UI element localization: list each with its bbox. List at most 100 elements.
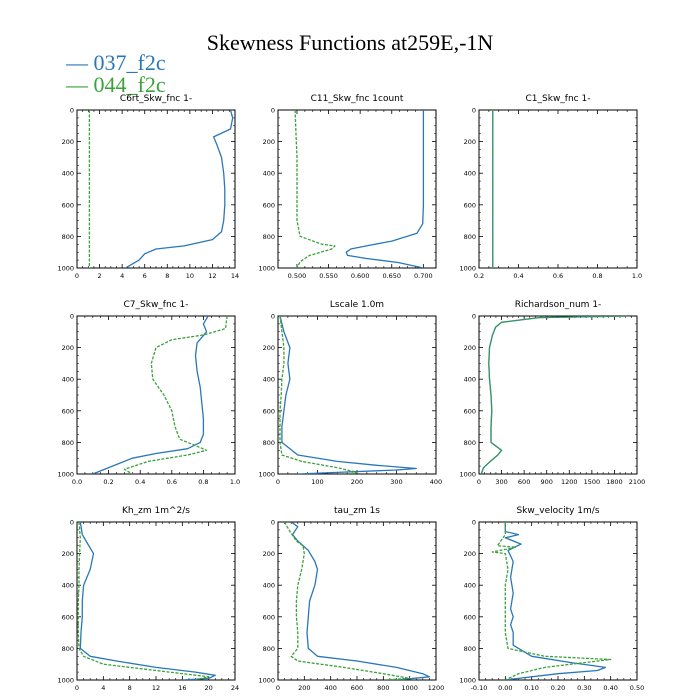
plot-frame [76,109,236,269]
y-tick-label: 200 [263,138,275,146]
subplot-4: C7_Skw_fnc 1- 0.0 0.2 0.4 0.6 0.8 1.0 0 200 400 60… [57,300,240,486]
y-tick-label: 600 [263,613,275,621]
y-tick-label: 800 [464,233,476,241]
x-tick-label: 200 [298,684,310,692]
x-tick-label: 1200 [428,684,445,692]
x-tick-label: 2100 [629,478,646,486]
x-tick-label: 0.500 [288,272,307,280]
y-tick-label: 400 [263,170,275,178]
x-tick-label: 800 [377,684,389,692]
x-tick-label: 0 [75,272,79,280]
subplot-7: Kh_zm 1m^2/s 0 4 8 12 16 20 24 0 200 400 600 800 1000 [57,506,239,692]
x-tick-label: 200 [351,478,363,486]
x-tick-label: 0.700 [414,272,433,280]
y-tick-label: 200 [263,344,275,352]
x-tick-label: 1800 [606,478,623,486]
subplot-1: C6rt_Skw_fnc 1- 0 2 4 6 8 10 12 14 0 200 400 600 800 1… [57,94,239,280]
y-tick-label: 200 [464,344,476,352]
legend-label-1: 037_f2c [93,50,166,75]
y-tick-label: 800 [263,645,275,653]
subplot-title: C7_Skw_fnc 1- [124,300,189,310]
plot-frame [478,109,638,269]
subplot-title: Richardson_num 1- [515,300,602,310]
y-tick-label: 0 [271,519,275,527]
y-tick-label: 1000 [459,471,476,479]
x-tick-label: 0 [276,684,280,692]
legend-swatch-2: — [66,72,94,97]
plot-frame [76,315,236,475]
y-tick-label: 0 [472,313,476,321]
plot-frame [76,521,236,681]
x-tick-label: 4 [120,272,124,280]
x-tick-label: 1200 [561,478,578,486]
x-tick-label: 600 [518,478,530,486]
series-line-2 [77,522,210,680]
subplot-title: tau_zm 1s [334,506,380,516]
series-line-1 [345,110,425,268]
x-tick-label: 14 [231,272,239,280]
series-line-1 [79,522,216,680]
x-tick-label: -0.10 [471,684,488,692]
y-tick-label: 200 [62,344,74,352]
subplot-title: Lscale 1.0m [330,300,384,310]
subplot-title: C6rt_Skw_fnc 1- [120,94,192,104]
y-tick-label: 600 [62,613,74,621]
y-tick-label: 400 [62,376,74,384]
plot-frame [277,109,437,269]
x-tick-label: 0.30 [577,684,591,692]
y-tick-label: 200 [62,138,74,146]
x-tick-label: 12 [152,684,160,692]
x-tick-label: 20 [205,684,213,692]
y-tick-label: 400 [464,170,476,178]
x-tick-label: 0.550 [319,272,338,280]
x-tick-label: 400 [430,478,442,486]
x-tick-label: 16 [178,684,186,692]
x-tick-label: 1.0 [632,272,642,280]
x-tick-label: 0.8 [198,478,208,486]
y-tick-label: 800 [263,439,275,447]
x-tick-label: 6 [143,272,147,280]
y-tick-label: 600 [263,201,275,209]
y-tick-label: 600 [464,613,476,621]
legend-entry-1: — 037_f2c [66,52,166,74]
subplot-title: Kh_zm 1m^2/s [122,506,190,516]
x-tick-label: 0.40 [603,684,617,692]
x-tick-label: 0.6 [167,478,177,486]
y-tick-label: 0 [472,519,476,527]
plot-frame [277,521,437,681]
x-tick-label: 12 [208,272,216,280]
x-tick-label: 100 [311,478,323,486]
y-tick-label: 400 [62,582,74,590]
y-tick-label: 0 [70,313,74,321]
series-line-2 [279,316,358,474]
y-tick-label: 1000 [459,677,476,685]
legend-label-2: 044_f2c [93,72,166,97]
subplot-5: Lscale 1.0m 0 100 200 300 400 0 200 400 600 800 100… [258,300,442,486]
y-tick-label: 200 [464,550,476,558]
x-tick-label: 0.6 [553,272,563,280]
x-tick-label: 300 [495,478,507,486]
series-line-1 [279,316,417,474]
x-tick-label: 0.50 [630,684,644,692]
x-tick-label: 2 [98,272,102,280]
y-tick-label: 1000 [57,265,74,273]
x-tick-label: 0 [477,478,481,486]
x-tick-label: 900 [541,478,553,486]
plot-frame [478,315,638,475]
figure-title: Skewness Functions at259E,-1N [206,30,494,55]
subplot-2: C11_Skw_fnc 1count 0.500 0.550 0.600 0.650 0.… [258,94,437,280]
x-tick-label: 0.600 [351,272,370,280]
x-tick-label: 0.00 [498,684,512,692]
y-tick-label: 0 [70,519,74,527]
series-line-1 [480,316,630,474]
series-line-1 [92,316,209,474]
subplot-9: Skw_velocity 1m/s -0.10 0.00 0.10 0.20 0.30 0.… [459,506,644,692]
y-tick-label: 800 [62,645,74,653]
y-tick-label: 600 [464,407,476,415]
series-line-2 [491,522,612,680]
series-line-1 [290,522,431,680]
y-tick-label: 600 [263,407,275,415]
subplot-title: C11_Skw_fnc 1count [311,94,404,104]
subplot-6: Richardson_num 1- 0 300 600 900 1200 1500 1800 2… [459,300,645,486]
subplot-3: C1_Skw_fnc 1- 0.2 0.4 0.6 0.8 1.0 0 200 400 600 80… [459,94,642,280]
